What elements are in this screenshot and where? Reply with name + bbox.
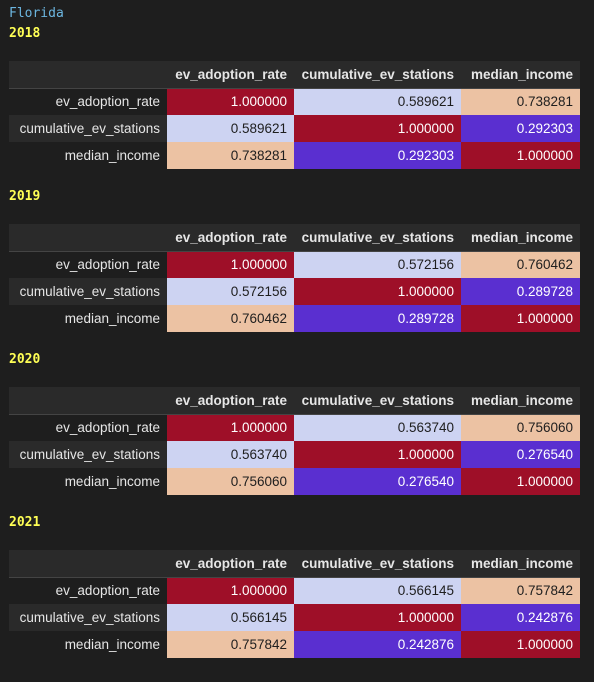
year-label-2019: 2019 bbox=[9, 189, 41, 204]
cell: 0.572156 bbox=[294, 251, 461, 278]
cell: 1.000000 bbox=[294, 604, 461, 631]
column-header: cumulative_ev_stations bbox=[294, 61, 461, 89]
cell: 0.566145 bbox=[167, 604, 294, 631]
cell: 0.757842 bbox=[461, 577, 580, 604]
cell: 0.572156 bbox=[167, 278, 294, 305]
cell: 1.000000 bbox=[461, 305, 580, 332]
cell: 1.000000 bbox=[294, 278, 461, 305]
column-header: cumulative_ev_stations bbox=[294, 387, 461, 415]
row-header: median_income bbox=[9, 468, 167, 495]
cell: 0.589621 bbox=[167, 115, 294, 142]
cell: 1.000000 bbox=[461, 468, 580, 495]
cell: 1.000000 bbox=[167, 88, 294, 115]
corner-header bbox=[9, 61, 167, 89]
corner-header bbox=[9, 387, 167, 415]
table-row: cumulative_ev_stations 0.566145 1.000000… bbox=[9, 604, 580, 631]
row-header: cumulative_ev_stations bbox=[9, 115, 167, 142]
table-row: median_income 0.756060 0.276540 1.000000 bbox=[9, 468, 580, 495]
cell: 0.757842 bbox=[167, 631, 294, 658]
column-header: cumulative_ev_stations bbox=[294, 224, 461, 252]
year-label-2020: 2020 bbox=[9, 352, 41, 367]
cell: 0.760462 bbox=[461, 251, 580, 278]
table-row: cumulative_ev_stations 0.563740 1.000000… bbox=[9, 441, 580, 468]
column-header: ev_adoption_rate bbox=[167, 387, 294, 415]
column-header: median_income bbox=[461, 224, 580, 252]
cell: 1.000000 bbox=[461, 631, 580, 658]
row-header: cumulative_ev_stations bbox=[9, 441, 167, 468]
table-row: cumulative_ev_stations 0.589621 1.000000… bbox=[9, 115, 580, 142]
cell: 1.000000 bbox=[294, 115, 461, 142]
cell: 1.000000 bbox=[294, 441, 461, 468]
column-header: median_income bbox=[461, 61, 580, 89]
correlation-table-2020: ev_adoption_rate cumulative_ev_stations … bbox=[9, 387, 580, 495]
cell: 0.289728 bbox=[461, 278, 580, 305]
row-header: ev_adoption_rate bbox=[9, 251, 167, 278]
cell: 1.000000 bbox=[167, 577, 294, 604]
correlation-table-2019: ev_adoption_rate cumulative_ev_stations … bbox=[9, 224, 580, 332]
cell: 0.292303 bbox=[461, 115, 580, 142]
cell: 0.563740 bbox=[167, 441, 294, 468]
correlation-table-2018: ev_adoption_rate cumulative_ev_stations … bbox=[9, 61, 580, 169]
table-header-row: ev_adoption_rate cumulative_ev_stations … bbox=[9, 387, 580, 415]
year-label-2021: 2021 bbox=[9, 515, 41, 530]
row-header: median_income bbox=[9, 142, 167, 169]
cell: 0.276540 bbox=[461, 441, 580, 468]
table-header-row: ev_adoption_rate cumulative_ev_stations … bbox=[9, 224, 580, 252]
cell: 0.242876 bbox=[294, 631, 461, 658]
corner-header bbox=[9, 550, 167, 578]
correlation-table-2021: ev_adoption_rate cumulative_ev_stations … bbox=[9, 550, 580, 658]
cell: 0.589621 bbox=[294, 88, 461, 115]
table-row: median_income 0.760462 0.289728 1.000000 bbox=[9, 305, 580, 332]
cell: 0.738281 bbox=[461, 88, 580, 115]
cell: 0.563740 bbox=[294, 414, 461, 441]
table-row: cumulative_ev_stations 0.572156 1.000000… bbox=[9, 278, 580, 305]
column-header: median_income bbox=[461, 550, 580, 578]
row-header: median_income bbox=[9, 631, 167, 658]
cell: 0.242876 bbox=[461, 604, 580, 631]
row-header: median_income bbox=[9, 305, 167, 332]
column-header: cumulative_ev_stations bbox=[294, 550, 461, 578]
cell: 1.000000 bbox=[461, 142, 580, 169]
year-label-2018: 2018 bbox=[9, 26, 41, 41]
cell: 0.566145 bbox=[294, 577, 461, 604]
column-header: ev_adoption_rate bbox=[167, 61, 294, 89]
cell: 0.276540 bbox=[294, 468, 461, 495]
cell: 1.000000 bbox=[167, 414, 294, 441]
cell: 1.000000 bbox=[167, 251, 294, 278]
table-row: ev_adoption_rate 1.000000 0.572156 0.760… bbox=[9, 251, 580, 278]
table-header-row: ev_adoption_rate cumulative_ev_stations … bbox=[9, 61, 580, 89]
column-header: ev_adoption_rate bbox=[167, 224, 294, 252]
row-header: cumulative_ev_stations bbox=[9, 604, 167, 631]
cell: 0.292303 bbox=[294, 142, 461, 169]
table-header-row: ev_adoption_rate cumulative_ev_stations … bbox=[9, 550, 580, 578]
column-header: ev_adoption_rate bbox=[167, 550, 294, 578]
row-header: ev_adoption_rate bbox=[9, 414, 167, 441]
table-row: median_income 0.738281 0.292303 1.000000 bbox=[9, 142, 580, 169]
cell: 0.760462 bbox=[167, 305, 294, 332]
table-row: ev_adoption_rate 1.000000 0.589621 0.738… bbox=[9, 88, 580, 115]
column-header: median_income bbox=[461, 387, 580, 415]
table-row: median_income 0.757842 0.242876 1.000000 bbox=[9, 631, 580, 658]
state-title: Florida bbox=[9, 6, 64, 21]
table-row: ev_adoption_rate 1.000000 0.566145 0.757… bbox=[9, 577, 580, 604]
table-row: ev_adoption_rate 1.000000 0.563740 0.756… bbox=[9, 414, 580, 441]
cell: 0.289728 bbox=[294, 305, 461, 332]
cell: 0.756060 bbox=[167, 468, 294, 495]
row-header: cumulative_ev_stations bbox=[9, 278, 167, 305]
cell: 0.756060 bbox=[461, 414, 580, 441]
cell: 0.738281 bbox=[167, 142, 294, 169]
row-header: ev_adoption_rate bbox=[9, 88, 167, 115]
corner-header bbox=[9, 224, 167, 252]
row-header: ev_adoption_rate bbox=[9, 577, 167, 604]
